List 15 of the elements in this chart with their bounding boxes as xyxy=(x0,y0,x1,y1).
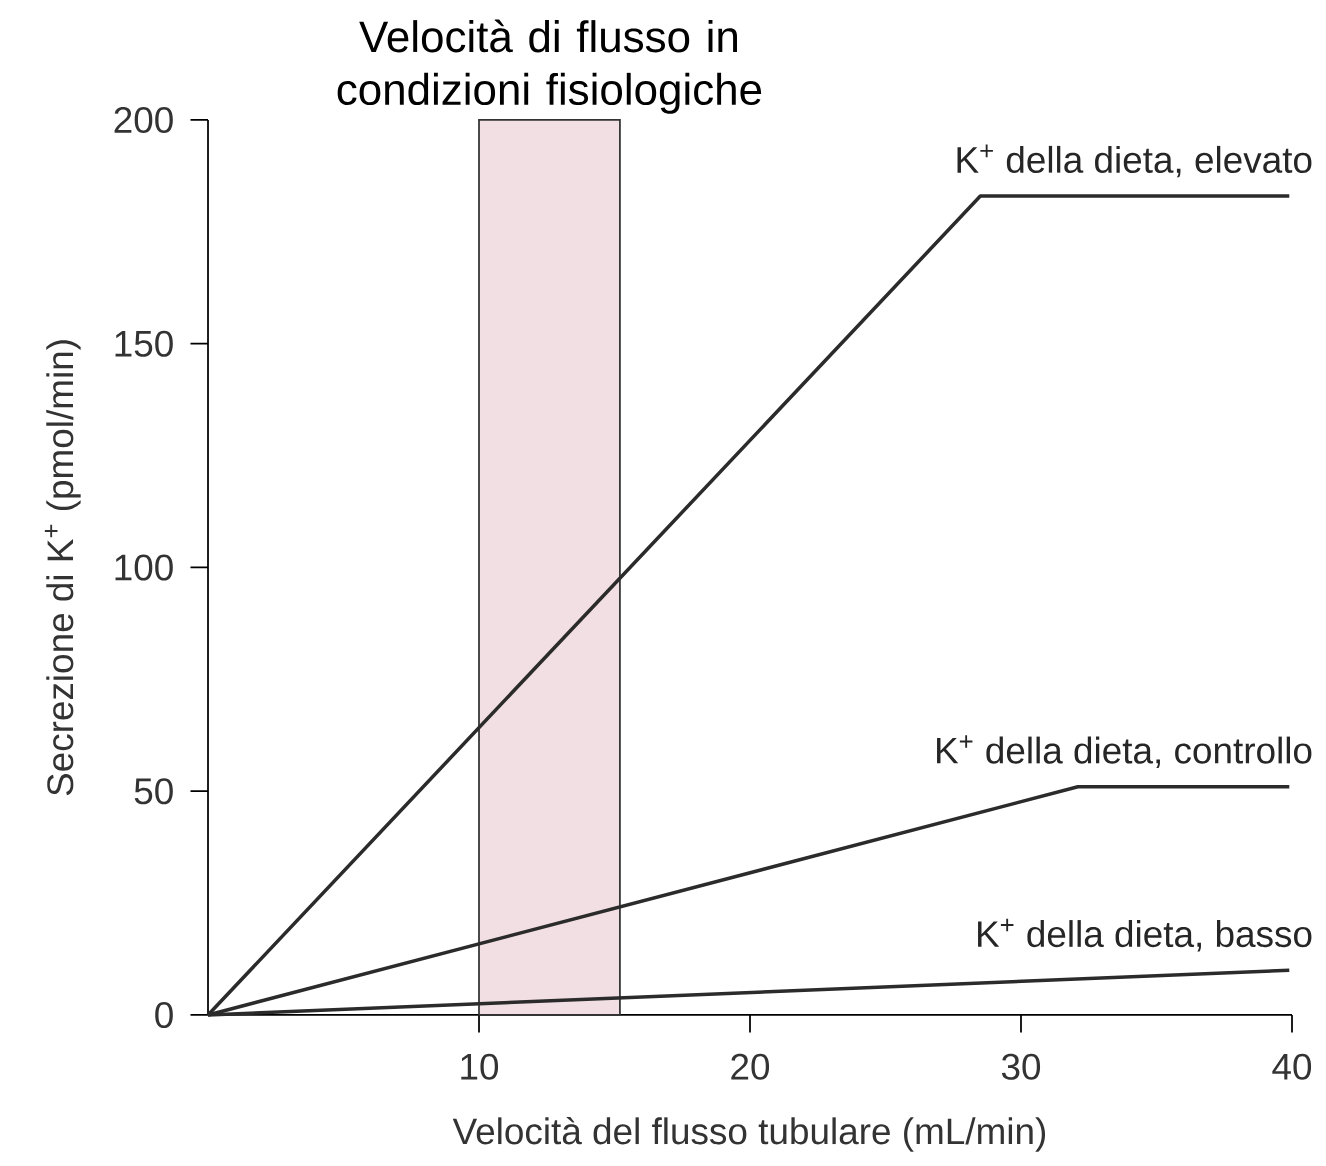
series-label: K$^{+}$ della dieta, basso xyxy=(978,918,1312,952)
y-tick-label: 200 xyxy=(114,106,173,134)
y-tick-label: 150 xyxy=(115,330,173,357)
y-tick-label: 50 xyxy=(134,778,173,805)
band-label: Velocità di flusso in condizioni fisiologiche xyxy=(337,19,762,114)
x-axis-title: Velocità del flusso tubulare (mL/min) xyxy=(452,1116,1046,1152)
x-tick-label: 20 xyxy=(731,1053,770,1080)
y-tick-label: 100 xyxy=(115,554,173,581)
series-label: K$^{+}$ della dieta, elevato xyxy=(957,144,1312,178)
y-axis-title: Secrezione di K$^{+}$ (pmol/min) xyxy=(44,340,81,796)
series-label: K$^{+}$ della dieta, controllo xyxy=(937,735,1312,769)
x-tick-label: 40 xyxy=(1272,1053,1312,1080)
y-tick-label: 0 xyxy=(155,1001,173,1029)
x-tick-label: 30 xyxy=(1001,1053,1041,1080)
x-tick-label: 10 xyxy=(461,1053,499,1080)
